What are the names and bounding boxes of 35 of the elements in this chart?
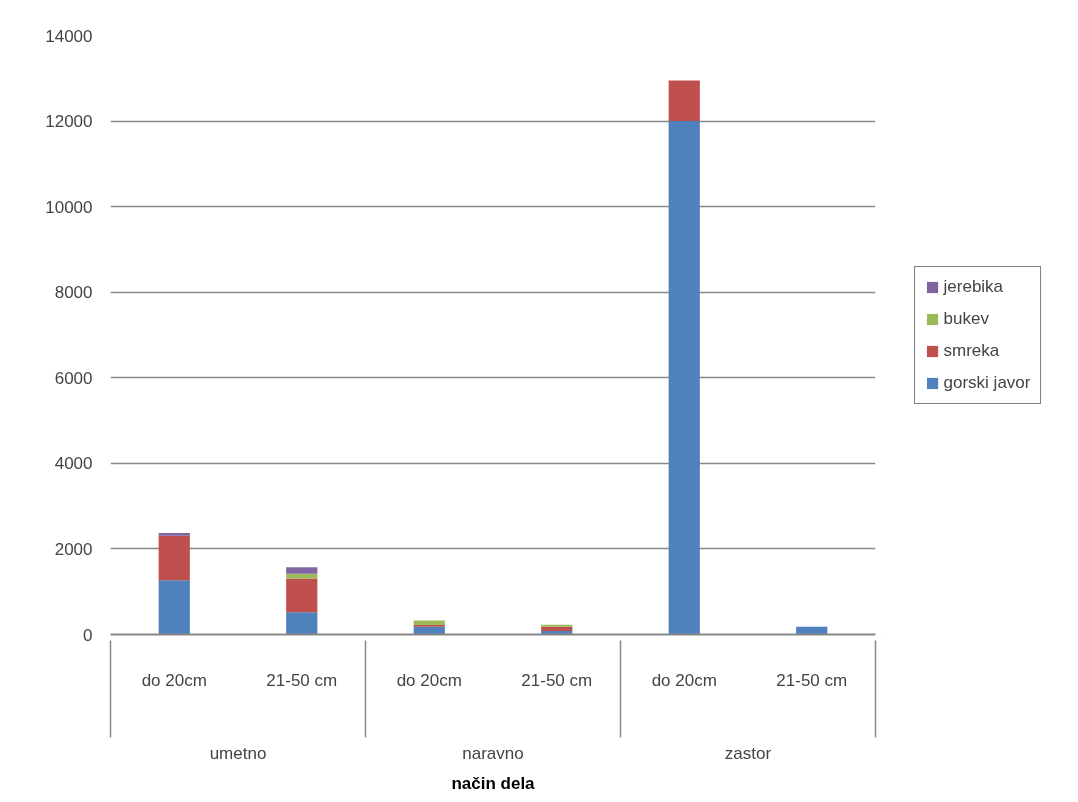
x-tick-label: do 20cm xyxy=(651,670,717,690)
y-tick-label: 6000 xyxy=(54,368,93,388)
x-tick-label: do 20cm xyxy=(141,670,207,690)
y-tick-label: 0 xyxy=(83,625,93,645)
text: umetno xyxy=(209,743,267,763)
bar xyxy=(668,121,700,635)
legend-label: jerebika xyxy=(943,276,1004,297)
bar xyxy=(158,535,190,581)
bar xyxy=(286,567,318,574)
x-axis-title: način dela xyxy=(451,773,536,793)
y-tick-label: 12000 xyxy=(45,112,93,132)
legend-label: gorski javor xyxy=(943,372,1031,393)
bar xyxy=(413,626,445,635)
bar xyxy=(286,578,318,613)
bar xyxy=(413,620,445,626)
bar xyxy=(158,580,190,635)
y-tick-label: 8000 xyxy=(54,283,93,303)
text: naravno xyxy=(462,743,524,763)
x-tick-label: do 20cm xyxy=(396,670,462,690)
bar xyxy=(668,80,700,122)
bar xyxy=(796,626,828,635)
text: zastor xyxy=(724,743,772,763)
bar xyxy=(158,533,190,536)
bar xyxy=(541,626,573,632)
y-tick-label: 4000 xyxy=(54,454,93,474)
x-tick-label: 21-50 cm xyxy=(776,670,848,690)
legend-label: smreka xyxy=(943,340,1000,361)
x-tick-label: 21-50 cm xyxy=(266,670,338,690)
legend-label: bukev xyxy=(943,308,989,329)
y-tick-label: 14000 xyxy=(45,26,93,46)
y-tick-label: 10000 xyxy=(45,197,93,217)
y-tick-label: 2000 xyxy=(54,539,93,559)
bar xyxy=(286,612,318,635)
bar xyxy=(541,624,573,627)
x-tick-label: 21-50 cm xyxy=(521,670,593,690)
